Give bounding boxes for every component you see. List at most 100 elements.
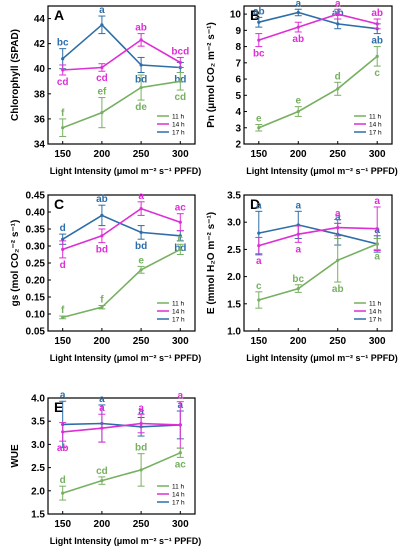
significance-letter: a bbox=[138, 403, 144, 414]
y-axis-label: gs (mol CO₂⁻² s⁻¹) bbox=[10, 220, 21, 307]
y-axis-label: WUE bbox=[10, 444, 21, 468]
legend: 11 h14 h17 h bbox=[157, 114, 185, 137]
data-point bbox=[139, 207, 143, 211]
data-point bbox=[139, 85, 143, 90]
series-line bbox=[258, 226, 378, 247]
y-tick-label: 2.0 bbox=[227, 272, 241, 283]
y-tick-label: 38 bbox=[34, 89, 46, 100]
x-tick-label: 200 bbox=[290, 336, 307, 347]
data-point bbox=[178, 60, 182, 65]
significance-letter: a bbox=[335, 0, 341, 9]
y-tick-label: 0.10 bbox=[26, 310, 46, 321]
significance-letter: bd bbox=[135, 443, 147, 454]
x-tick-label: 250 bbox=[329, 336, 346, 347]
significance-letter: a bbox=[99, 394, 105, 405]
x-tick-label: 300 bbox=[369, 336, 386, 347]
panel-letter: E bbox=[54, 399, 63, 415]
series-line bbox=[62, 207, 181, 251]
x-tick-label: 200 bbox=[94, 336, 111, 347]
legend-label: 14 h bbox=[369, 309, 382, 316]
significance-letter: de bbox=[135, 102, 147, 113]
y-tick-label: 0.40 bbox=[26, 208, 46, 219]
data-point bbox=[100, 111, 104, 115]
y-tick-label: 2 bbox=[235, 140, 241, 151]
data-point bbox=[61, 57, 65, 61]
plot-frame bbox=[47, 397, 196, 515]
data-point bbox=[61, 430, 65, 434]
x-tick-label: 250 bbox=[133, 336, 150, 347]
data-point bbox=[257, 298, 261, 302]
x-tick-label: 250 bbox=[133, 519, 150, 530]
significance-letter: ac bbox=[175, 203, 187, 214]
legend-label: 14 h bbox=[172, 309, 185, 316]
significance-letter: cd bbox=[57, 77, 69, 88]
significance-letter: a bbox=[374, 196, 380, 207]
y-tick-label: 3.0 bbox=[31, 440, 45, 451]
panel-a: A 34 36 38 40 42 44 150 200 250 300 Light Intensity… bbox=[10, 5, 201, 176]
series-line bbox=[62, 80, 181, 129]
significance-letter: f bbox=[61, 305, 65, 316]
significance-letter: ab bbox=[135, 23, 147, 34]
x-tick-label: 150 bbox=[250, 336, 267, 347]
y-tick-label: 34 bbox=[34, 140, 46, 151]
significance-letter: a bbox=[99, 403, 105, 414]
legend-label: 14 h bbox=[369, 122, 382, 129]
series-line bbox=[62, 214, 181, 240]
series-line bbox=[62, 452, 181, 494]
plot-frame bbox=[47, 5, 196, 145]
significance-letter: a bbox=[60, 390, 66, 401]
plot-frame bbox=[243, 194, 393, 332]
panel-c: C 0.05 0.10 0.15 0.20 0.25 0.30 0.35 0.40 0.45 150… bbox=[10, 191, 201, 364]
legend-label: 17 h bbox=[172, 317, 185, 324]
legend: 11 h14 h17 h bbox=[157, 301, 185, 324]
significance-letter: cd bbox=[174, 92, 186, 103]
data-point bbox=[375, 22, 379, 26]
series-11h: f f e c bbox=[59, 233, 184, 320]
significance-letter: ab bbox=[253, 6, 265, 17]
legend-label: 11 h bbox=[172, 301, 185, 308]
legend-label: 14 h bbox=[172, 492, 185, 499]
y-tick-label: 0.35 bbox=[26, 225, 46, 236]
data-point bbox=[100, 65, 104, 70]
x-tick-label: 300 bbox=[369, 149, 386, 160]
data-point bbox=[178, 220, 182, 224]
significance-letter: bd bbox=[135, 241, 147, 252]
y-tick-label: 3.5 bbox=[227, 191, 241, 202]
y-tick-label: 0.05 bbox=[26, 327, 46, 338]
significance-letter: c bbox=[256, 281, 262, 292]
data-point bbox=[100, 213, 104, 217]
significance-letter: d bbox=[60, 223, 66, 234]
significance-letter: bc bbox=[253, 49, 265, 60]
series-line bbox=[62, 23, 181, 69]
significance-letter: f bbox=[61, 108, 65, 119]
legend-label: 17 h bbox=[172, 500, 185, 507]
data-point bbox=[139, 38, 143, 42]
series-line bbox=[62, 422, 181, 433]
x-tick-label: 150 bbox=[54, 336, 71, 347]
x-axis-label: Light Intensity (μmol m⁻² s⁻¹ PPFD) bbox=[50, 166, 202, 176]
data-point bbox=[61, 126, 65, 130]
legend-label: 11 h bbox=[172, 484, 185, 491]
data-point bbox=[336, 12, 340, 16]
significance-letter: e bbox=[256, 114, 262, 125]
x-axis-label: Light Intensity (μmol m⁻² s⁻¹ PPFD) bbox=[246, 166, 398, 176]
series-line bbox=[258, 11, 378, 30]
significance-letter: a bbox=[256, 256, 262, 267]
y-axis-label: Chlorophyll (SPAD) bbox=[10, 29, 21, 121]
panel-letter: A bbox=[54, 7, 64, 23]
data-point bbox=[178, 247, 182, 251]
data-point bbox=[257, 243, 261, 248]
x-axis-label: Light Intensity (μmol m⁻² s⁻¹ PPFD) bbox=[50, 353, 202, 363]
x-tick-label: 200 bbox=[290, 149, 307, 160]
data-point bbox=[100, 234, 104, 238]
y-tick-label: 2.0 bbox=[31, 486, 45, 497]
data-point bbox=[139, 230, 143, 234]
significance-letter: a bbox=[374, 251, 380, 262]
significance-letter: ab bbox=[371, 36, 383, 47]
x-axis-label: Light Intensity (μmol m⁻² s⁻¹ PPFD) bbox=[50, 536, 202, 546]
data-point bbox=[296, 232, 300, 236]
panel-letter: D bbox=[250, 196, 260, 212]
legend-label: 14 h bbox=[172, 122, 185, 129]
x-axis-label: Light Intensity (μmol m⁻² s⁻¹ PPFD) bbox=[246, 353, 398, 363]
